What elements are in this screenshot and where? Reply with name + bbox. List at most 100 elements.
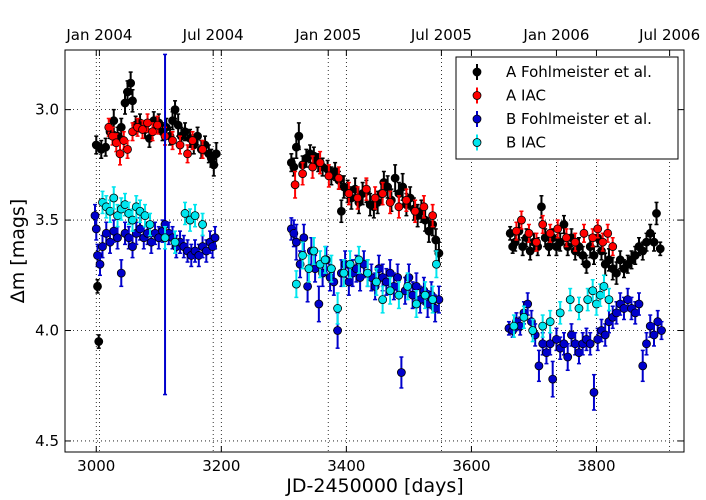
data-point xyxy=(593,224,603,234)
data-point xyxy=(109,193,119,203)
data-point xyxy=(211,149,221,159)
data-point xyxy=(291,237,301,247)
data-point xyxy=(294,131,304,141)
data-point xyxy=(326,264,336,274)
legend-frame xyxy=(455,56,679,160)
data-point xyxy=(517,215,526,225)
data-point xyxy=(115,149,125,159)
data-point xyxy=(545,317,555,327)
data-point xyxy=(378,189,388,198)
data-point xyxy=(361,184,371,194)
y-tick-label: 4.0 xyxy=(35,322,59,340)
data-point xyxy=(334,173,344,183)
data-point xyxy=(198,220,207,229)
data-point xyxy=(324,171,334,181)
data-point xyxy=(532,237,541,247)
data-point xyxy=(308,162,318,172)
data-point xyxy=(538,321,548,331)
data-point xyxy=(198,144,207,154)
data-point xyxy=(93,281,102,291)
data-point xyxy=(394,202,404,212)
data-point xyxy=(559,220,569,229)
data-point xyxy=(410,206,420,216)
data-point xyxy=(315,158,325,168)
x-tick-label: 3600 xyxy=(452,457,490,475)
data-point xyxy=(354,255,364,265)
data-point xyxy=(524,228,534,238)
data-point xyxy=(563,352,573,362)
data-point xyxy=(385,286,395,296)
legend-marker-icon xyxy=(472,114,482,124)
data-point xyxy=(634,299,644,309)
data-point xyxy=(116,122,126,132)
data-point xyxy=(431,259,441,269)
data-point xyxy=(309,246,319,256)
data-point xyxy=(538,220,548,229)
data-point xyxy=(598,237,608,247)
data-point xyxy=(589,387,599,397)
data-point xyxy=(345,259,355,269)
plot-frame xyxy=(64,49,685,453)
y-tick-label: 3.0 xyxy=(35,101,59,119)
data-point xyxy=(638,361,648,371)
data-point xyxy=(339,268,349,278)
data-point xyxy=(396,368,406,377)
top-axis-tick-label: Jan 2004 xyxy=(65,26,132,44)
data-point xyxy=(109,116,119,126)
data-point xyxy=(298,251,307,260)
data-point xyxy=(344,189,354,198)
data-point xyxy=(655,244,665,254)
data-point xyxy=(394,290,404,300)
data-point xyxy=(333,326,343,335)
series-4 xyxy=(98,186,614,343)
data-point xyxy=(101,142,111,152)
data-point xyxy=(289,162,299,172)
data-point xyxy=(555,308,565,318)
data-point xyxy=(562,233,571,243)
legend-marker-icon xyxy=(472,67,482,77)
data-point xyxy=(188,136,197,145)
data-point xyxy=(160,233,170,243)
legend-label: A IAC xyxy=(506,87,546,105)
data-point xyxy=(116,268,126,278)
data-point xyxy=(545,339,555,349)
data-point xyxy=(652,209,661,218)
top-axis-tick-label: Jan 2006 xyxy=(522,26,589,44)
data-point xyxy=(95,259,105,269)
data-point xyxy=(555,237,565,247)
data-point xyxy=(291,279,301,289)
data-point xyxy=(363,268,373,278)
data-point xyxy=(565,295,575,304)
data-point xyxy=(128,96,137,106)
data-point xyxy=(534,361,544,371)
data-point xyxy=(608,242,618,251)
data-series xyxy=(90,53,666,411)
data-point xyxy=(143,118,152,128)
legend: A Fohlmeister et al. A IAC B Fohlmeister e… xyxy=(455,56,679,160)
data-point xyxy=(290,180,300,190)
x-tick-label: 3400 xyxy=(327,457,365,475)
data-point xyxy=(180,127,190,137)
data-point xyxy=(370,193,380,203)
data-point xyxy=(579,228,589,238)
data-point xyxy=(170,237,180,247)
top-axis-tick-label: Jul 2006 xyxy=(638,26,700,44)
data-point xyxy=(304,264,314,274)
data-point xyxy=(180,209,190,218)
data-point xyxy=(175,140,185,150)
data-point xyxy=(140,211,150,221)
data-point xyxy=(153,120,162,130)
y-axis-title: Δm [mags] xyxy=(7,199,29,303)
data-point xyxy=(314,299,324,309)
data-point xyxy=(548,374,558,384)
data-point xyxy=(113,233,122,243)
data-point xyxy=(385,198,395,207)
data-point xyxy=(183,149,192,159)
data-point xyxy=(138,125,147,134)
data-point xyxy=(403,281,413,291)
data-point xyxy=(170,105,180,115)
data-point xyxy=(583,295,593,304)
data-point xyxy=(599,281,609,291)
data-point xyxy=(585,339,595,349)
x-axis-title: JD-2450000 [days] xyxy=(285,475,463,497)
